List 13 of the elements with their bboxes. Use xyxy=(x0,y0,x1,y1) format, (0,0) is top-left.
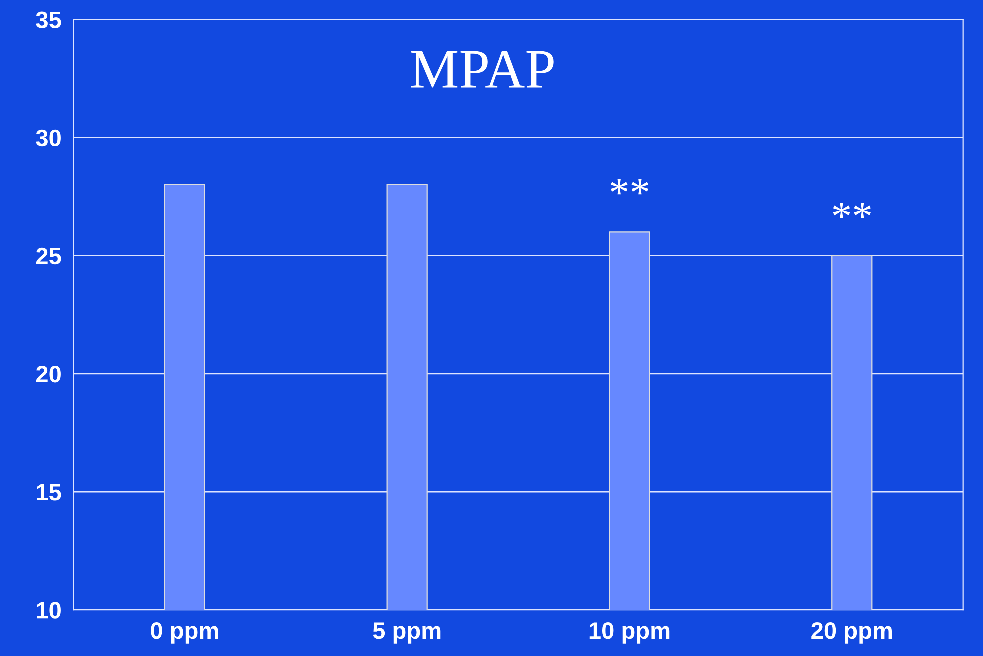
x-tick-label: 5 ppm xyxy=(373,622,441,644)
x-tick-label: 0 ppm xyxy=(151,622,218,644)
y-tick-label: 15 xyxy=(37,484,62,501)
y-tick-label: 10 xyxy=(37,602,61,619)
x-tick-label: 10 ppm xyxy=(590,622,670,644)
y-tick-label: 20 xyxy=(36,366,61,383)
chart-title: MPAP xyxy=(411,51,554,88)
annotation: ** xyxy=(833,203,871,218)
x-tick-label: 20 ppm xyxy=(812,622,892,644)
y-tick-label: 30 xyxy=(36,130,61,147)
y-tick-label: 35 xyxy=(36,12,62,28)
y-tick-label: 25 xyxy=(36,248,62,265)
annotation: ** xyxy=(610,179,649,195)
